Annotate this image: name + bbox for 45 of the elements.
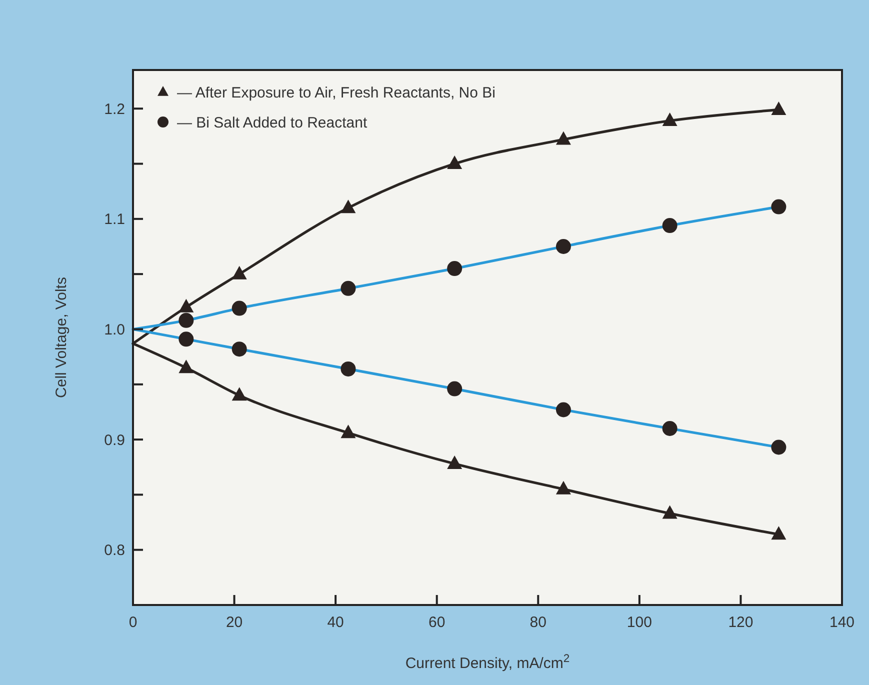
y-tick-label: 1.1 <box>104 211 125 228</box>
point <box>178 298 194 312</box>
point <box>662 112 678 126</box>
point <box>447 381 462 396</box>
point <box>340 361 356 376</box>
point <box>771 526 786 540</box>
point <box>178 312 194 328</box>
point <box>232 266 247 280</box>
x-tick-label: 80 <box>530 614 546 631</box>
point <box>340 280 356 296</box>
point <box>340 424 356 438</box>
x-tick-label: 60 <box>428 614 446 631</box>
point <box>340 200 356 214</box>
point <box>662 218 678 234</box>
point <box>556 131 571 145</box>
point <box>178 360 194 374</box>
y-tick-label: 1.0 <box>104 321 125 338</box>
point <box>232 342 247 357</box>
x-tick-label: 20 <box>226 614 243 631</box>
point <box>556 238 571 254</box>
y-tick-label: 0.9 <box>104 432 125 449</box>
x-tick-label: 40 <box>327 614 344 631</box>
point <box>771 199 786 214</box>
x-tick-label: 0 <box>128 614 138 631</box>
point <box>556 402 571 418</box>
point <box>232 300 247 316</box>
point <box>662 505 678 519</box>
point <box>662 421 678 436</box>
point <box>556 480 571 494</box>
x-axis-title: Current Density, mA/cm$^{2}$ <box>405 653 570 672</box>
point <box>771 101 786 115</box>
y-tick-label: 1.2 <box>104 100 125 118</box>
point <box>447 456 462 470</box>
y-axis-title: Cell Voltage, Volts <box>53 277 70 398</box>
x-tick-label: 120 <box>728 614 754 631</box>
x-tick-label: 140 <box>829 614 855 631</box>
y-tick-label: 0.8 <box>104 542 125 560</box>
point <box>447 261 462 276</box>
legend-label: — After Exposure to Air, Fresh Reactants, No Bi <box>177 84 496 102</box>
x-tick-label: 100 <box>626 614 652 631</box>
point <box>771 440 786 455</box>
point <box>178 332 194 347</box>
legend-label: — Bi Salt Added to Reactant <box>177 114 368 132</box>
point <box>232 387 247 401</box>
point <box>447 156 462 170</box>
